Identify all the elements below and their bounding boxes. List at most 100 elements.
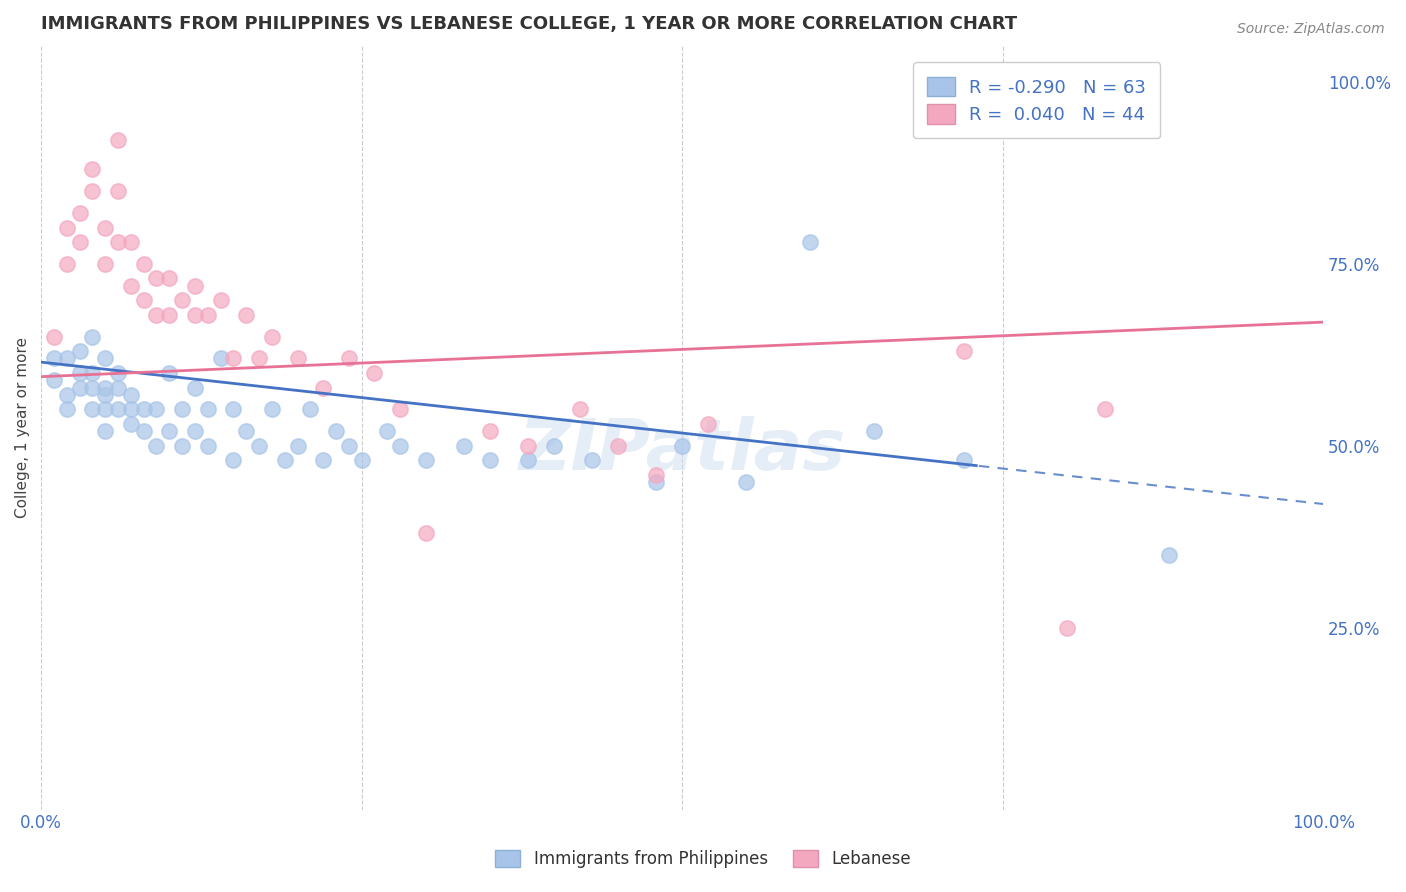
Point [69, 344, 91, 359]
Point [453, 439, 475, 453]
Point [94, 257, 117, 271]
Point [375, 424, 398, 438]
Point [645, 467, 668, 482]
Point [607, 439, 630, 453]
Point [350, 453, 373, 467]
Point [222, 351, 245, 366]
Point [247, 439, 270, 453]
Point [517, 453, 540, 467]
Point [120, 417, 142, 431]
Point [568, 402, 591, 417]
Point [312, 381, 335, 395]
Point [94, 351, 117, 366]
Point [42, 351, 65, 366]
Point [82, 329, 104, 343]
Point [55, 220, 77, 235]
Point [478, 453, 501, 467]
Point [157, 366, 180, 380]
Point [55, 388, 77, 402]
Point [157, 308, 180, 322]
Point [953, 344, 976, 359]
Point [82, 184, 104, 198]
Point [209, 293, 232, 308]
Point [157, 424, 180, 438]
Point [247, 351, 270, 366]
Point [132, 257, 155, 271]
Point [415, 453, 437, 467]
Point [337, 439, 360, 453]
Point [184, 424, 207, 438]
Point [69, 366, 91, 380]
Point [132, 424, 155, 438]
Point [69, 235, 91, 249]
Point [325, 424, 347, 438]
Point [172, 293, 194, 308]
Point [55, 257, 77, 271]
Point [107, 235, 129, 249]
Point [132, 293, 155, 308]
Point [645, 475, 668, 490]
Point [799, 235, 821, 249]
Point [82, 381, 104, 395]
Point [82, 402, 104, 417]
Point [260, 329, 283, 343]
Point [287, 351, 309, 366]
Point [287, 439, 309, 453]
Point [222, 402, 245, 417]
Point [55, 351, 77, 366]
Point [581, 453, 603, 467]
Point [94, 402, 117, 417]
Point [145, 271, 167, 285]
Point [863, 424, 886, 438]
Point [94, 388, 117, 402]
Point [312, 453, 335, 467]
Point [107, 402, 129, 417]
Point [260, 402, 283, 417]
Point [94, 424, 117, 438]
Point [82, 366, 104, 380]
Point [197, 308, 219, 322]
Legend: Immigrants from Philippines, Lebanese: Immigrants from Philippines, Lebanese [489, 843, 917, 875]
Point [107, 184, 129, 198]
Point [69, 381, 91, 395]
Point [94, 220, 117, 235]
Point [94, 381, 117, 395]
Point [735, 475, 758, 490]
Point [273, 453, 295, 467]
Point [107, 381, 129, 395]
Point [299, 402, 322, 417]
Point [157, 271, 180, 285]
Text: ZIPatlas: ZIPatlas [519, 416, 846, 485]
Point [363, 366, 385, 380]
Point [1159, 548, 1181, 562]
Point [184, 381, 207, 395]
Point [42, 329, 65, 343]
Point [120, 402, 142, 417]
Point [145, 308, 167, 322]
Text: IMMIGRANTS FROM PHILIPPINES VS LEBANESE COLLEGE, 1 YEAR OR MORE CORRELATION CHAR: IMMIGRANTS FROM PHILIPPINES VS LEBANESE … [41, 15, 1017, 33]
Point [172, 402, 194, 417]
Point [389, 439, 412, 453]
Point [235, 308, 257, 322]
Point [953, 453, 976, 467]
Point [69, 206, 91, 220]
Point [55, 402, 77, 417]
Point [1056, 621, 1078, 635]
Y-axis label: College, 1 year or more: College, 1 year or more [15, 337, 30, 518]
Point [337, 351, 360, 366]
Point [82, 162, 104, 177]
Point [132, 402, 155, 417]
Point [696, 417, 718, 431]
Legend: R = -0.290   N = 63, R =  0.040   N = 44: R = -0.290 N = 63, R = 0.040 N = 44 [912, 62, 1160, 138]
Point [1094, 402, 1116, 417]
Point [209, 351, 232, 366]
Point [107, 133, 129, 147]
Point [517, 439, 540, 453]
Point [415, 526, 437, 541]
Point [120, 278, 142, 293]
Point [389, 402, 412, 417]
Point [120, 235, 142, 249]
Point [543, 439, 565, 453]
Point [197, 402, 219, 417]
Point [145, 402, 167, 417]
